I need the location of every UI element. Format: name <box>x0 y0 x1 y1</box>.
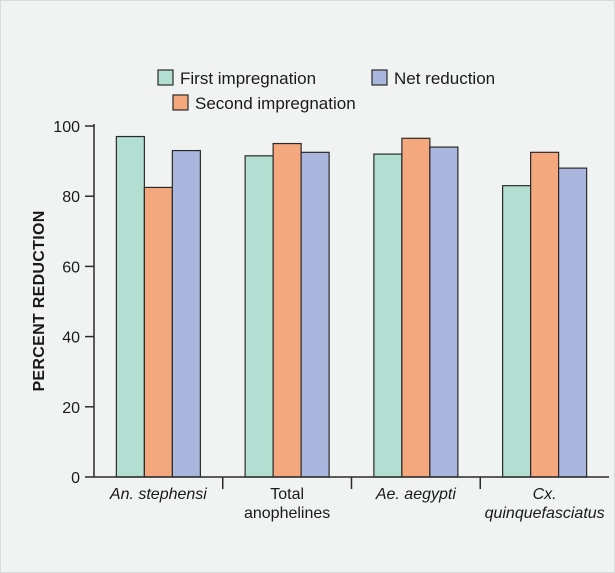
bar <box>429 146 459 478</box>
y-tick-label: 80 <box>62 189 80 206</box>
bar <box>244 155 274 478</box>
bar <box>115 135 145 478</box>
bar <box>502 185 532 478</box>
bar <box>171 149 201 478</box>
legend: First impregnation Second impregnation Net… <box>157 69 495 113</box>
bar <box>373 153 403 478</box>
legend-swatch <box>172 94 189 111</box>
bar <box>558 167 588 478</box>
legend-label: First impregnation <box>180 69 316 88</box>
bar <box>401 137 431 478</box>
bar <box>272 142 302 478</box>
y-tick-label: 100 <box>53 119 80 136</box>
y-axis-label: PERCENT REDUCTION <box>31 210 48 391</box>
legend-swatch <box>371 69 388 86</box>
legend-label: Second impregnation <box>195 94 356 113</box>
legend-label: Net reduction <box>394 69 495 88</box>
y-tick-label: 0 <box>71 470 80 487</box>
bar <box>143 186 173 478</box>
y-tick-label: 60 <box>62 259 80 276</box>
x-category-label: An. stephensi <box>109 486 207 503</box>
x-category-label: Ae. aegypti <box>375 486 457 503</box>
y-tick-label: 20 <box>62 400 80 417</box>
bar <box>530 151 560 478</box>
bars <box>115 135 588 478</box>
y-tick-label: 40 <box>62 330 80 347</box>
x-category-label: Cx. quinquefasciatus <box>485 486 605 522</box>
x-category-label: Total anophelines <box>244 486 330 522</box>
axes: 0 20 40 60 80 100 An. stephensi Total anopheline… <box>53 119 609 522</box>
legend-swatch <box>157 69 174 86</box>
bar <box>300 151 330 478</box>
